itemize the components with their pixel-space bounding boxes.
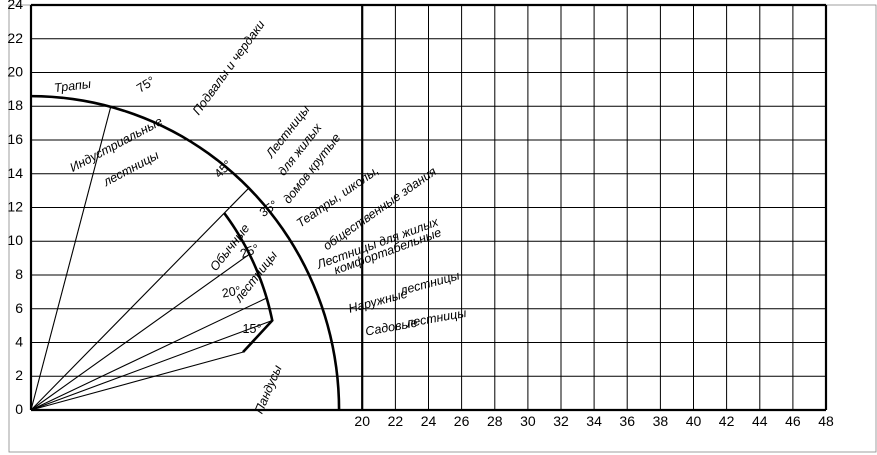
svg-text:26: 26 [454,413,470,429]
svg-text:34: 34 [586,413,602,429]
svg-text:6: 6 [15,300,23,316]
svg-text:22: 22 [388,413,404,429]
svg-text:12: 12 [7,199,23,215]
svg-text:24: 24 [7,0,23,12]
svg-text:28: 28 [487,413,503,429]
svg-text:36: 36 [619,413,635,429]
svg-text:0: 0 [15,401,23,417]
svg-text:16: 16 [7,131,23,147]
svg-text:22: 22 [7,30,23,46]
svg-text:18: 18 [7,97,23,113]
svg-text:20: 20 [354,413,370,429]
svg-text:8: 8 [15,266,23,282]
svg-text:2: 2 [15,367,23,383]
svg-text:32: 32 [553,413,569,429]
svg-text:14: 14 [7,165,23,181]
svg-text:24: 24 [421,413,437,429]
svg-text:4: 4 [15,334,23,350]
svg-text:20: 20 [7,64,23,80]
svg-text:46: 46 [785,413,801,429]
svg-text:40: 40 [686,413,702,429]
svg-text:38: 38 [653,413,669,429]
svg-text:42: 42 [719,413,735,429]
svg-text:15°: 15° [243,322,262,336]
svg-text:48: 48 [818,413,834,429]
svg-text:30: 30 [520,413,536,429]
svg-text:10: 10 [7,232,23,248]
svg-text:44: 44 [752,413,768,429]
